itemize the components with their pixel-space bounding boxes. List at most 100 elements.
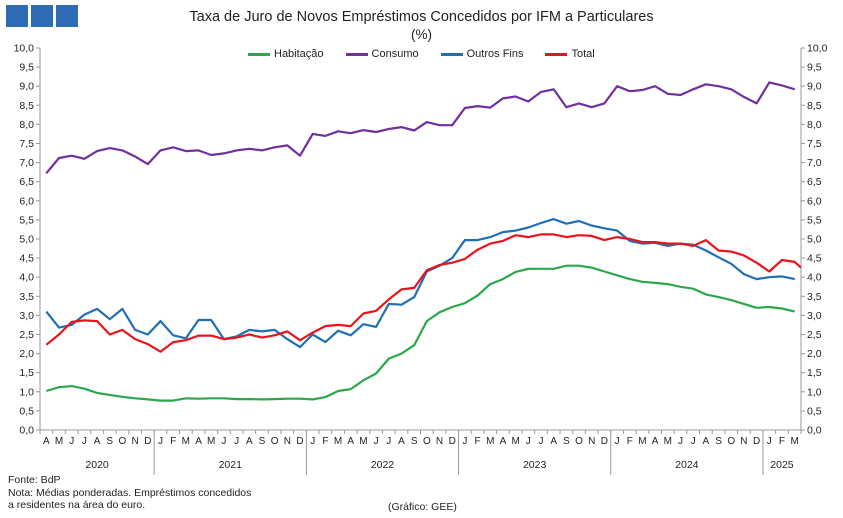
x-tick-label: M [207,436,215,447]
y-tick-label-right: 6,0 [807,195,822,207]
series-line-outros-fins [45,218,795,349]
chart-legend: Habitação Consumo Outros Fins Total [248,48,595,60]
x-tick-label: J [538,436,543,447]
x-tick-label: M [55,436,63,447]
y-tick-label-right: 0,5 [807,405,822,417]
x-tick-label: N [132,436,139,447]
x-tick-label: D [296,436,303,447]
year-label: 2020 [85,459,109,471]
x-tick-label: N [436,436,443,447]
x-tick-label: A [195,436,202,447]
source-note: Fonte: BdP [8,474,61,486]
y-tick-label-right: 4,0 [807,272,822,284]
y-tick-label-left: 9,5 [19,62,34,74]
legend-swatch-consumo [345,52,368,56]
y-tick-label-right: 3,5 [807,291,822,303]
x-tick-label: J [767,436,772,447]
y-tick-label-right: 1,5 [807,367,822,379]
legend-item-outros-fins: Outros Fins [440,48,523,60]
x-tick-label: J [158,436,163,447]
x-tick-label: O [119,436,127,447]
chart-subtitle: (%) [411,27,432,42]
x-tick-label: M [790,436,798,447]
x-tick-label: J [310,436,315,447]
x-tick-label: S [259,436,266,447]
x-tick-label: J [374,436,379,447]
x-tick-label: S [563,436,570,447]
y-tick-label-right: 8,0 [807,119,822,131]
x-tick-label: J [82,436,87,447]
y-tick-label-left: 6,0 [19,195,34,207]
year-label: 2025 [770,459,794,471]
x-tick-label: D [449,436,456,447]
chart-title: Taxa de Juro de Novos Empréstimos Conced… [189,9,654,25]
y-tick-label-right: 3,0 [807,310,822,322]
y-tick-label-left: 7,5 [19,138,34,150]
y-tick-label-left: 3,5 [19,291,34,303]
y-tick-label-left: 8,5 [19,100,34,112]
x-tick-label: J [678,436,683,447]
legend-label-habitacao: Habitação [274,48,324,60]
legend-swatch-outros-fins [440,52,463,56]
legend-swatch-total [545,52,568,56]
y-tick-label-left: 1,0 [19,386,34,398]
logo-square-1 [6,5,28,27]
legend-swatch-habitacao [248,52,270,56]
x-tick-label: J [691,436,696,447]
chart-notes: Fonte: BdP Nota: Médias ponderadas. Empr… [8,474,251,512]
y-tick-label-right: 5,0 [807,234,822,246]
x-tick-label: M [359,436,367,447]
x-tick-label: N [740,436,747,447]
x-tick-label: A [652,436,659,447]
x-tick-label: S [106,436,113,447]
y-tick-label-left: 8,0 [19,119,34,131]
x-tick-label: S [715,436,722,447]
y-tick-label-right: 8,5 [807,100,822,112]
x-tick-label: M [486,436,494,447]
x-tick-label: M [511,436,519,447]
x-tick-label: J [526,436,531,447]
y-tick-label-right: 7,0 [807,157,822,169]
x-tick-label: A [246,436,253,447]
note-line-1: Nota: Médias ponderadas. Empréstimos con… [8,486,252,499]
x-tick-label: A [550,436,557,447]
legend-item-consumo: Consumo [345,48,419,60]
x-tick-label: A [43,436,50,447]
x-tick-label: O [423,436,431,447]
note-line-2: a residentes na área do euro. [8,499,146,511]
y-tick-label-left: 3,0 [19,310,34,322]
year-label: 2022 [371,459,395,471]
y-tick-label-right: 7,5 [807,138,822,150]
series-line-habita-o [45,264,795,402]
x-tick-label: M [334,436,342,447]
y-tick-label-left: 2,5 [19,329,34,341]
x-tick-label: J [234,436,239,447]
y-tick-label-right: 4,5 [807,253,822,265]
y-tick-label-left: 5,0 [19,234,34,246]
legend-item-habitacao: Habitação [248,48,324,60]
y-tick-label-left: 1,5 [19,367,34,379]
x-tick-label: N [588,436,595,447]
y-tick-label-left: 5,5 [19,214,34,226]
y-tick-label-right: 6,5 [807,176,822,188]
x-tick-label: J [615,436,620,447]
y-tick-label-left: 9,0 [19,81,34,93]
legend-item-total: Total [545,48,595,60]
x-tick-label: M [638,436,646,447]
x-tick-label: F [627,436,633,447]
x-tick-label: F [322,436,328,447]
legend-label-consumo: Consumo [371,48,419,60]
y-tick-label-left: 6,5 [19,176,34,188]
x-tick-label: F [779,436,785,447]
x-tick-label: D [601,436,608,447]
x-tick-label: J [221,436,226,447]
y-tick-label-right: 2,5 [807,329,822,341]
y-tick-label-left: 2,0 [19,348,34,360]
y-tick-label-left: 0,5 [19,405,34,417]
logo-square-3 [56,5,78,27]
x-tick-label: A [703,436,710,447]
x-tick-label: A [398,436,405,447]
gee-logo [6,5,78,27]
x-tick-label: J [462,436,467,447]
year-label: 2021 [219,459,243,471]
